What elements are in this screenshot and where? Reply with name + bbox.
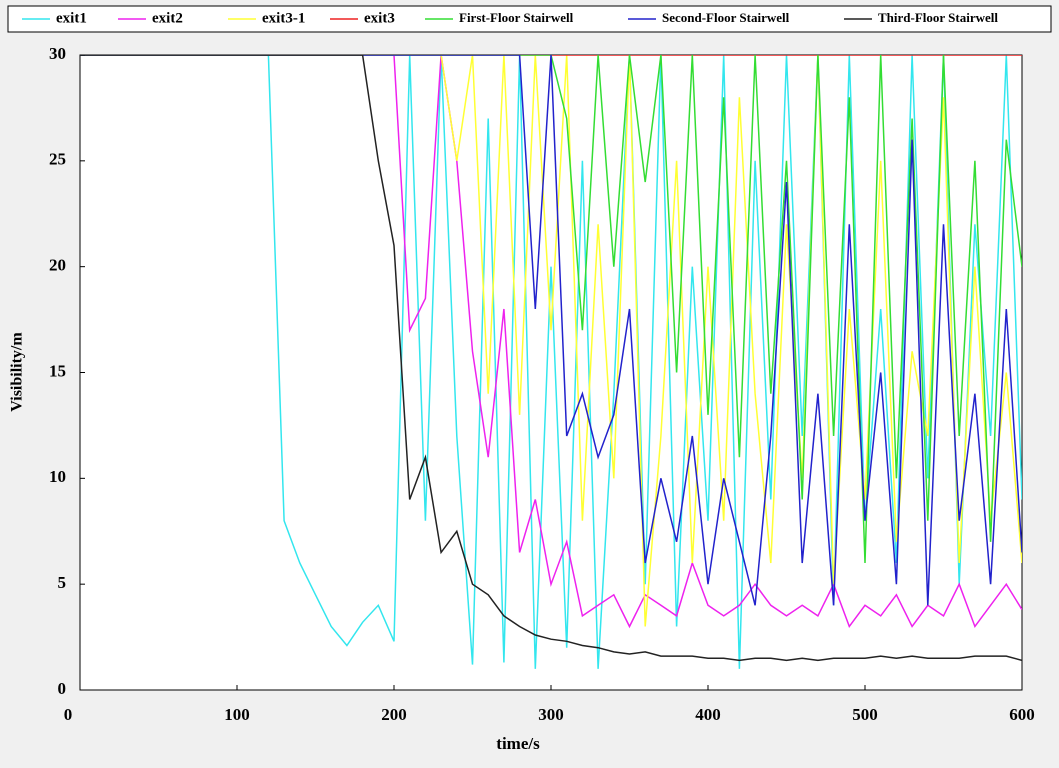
x-tick-label: 100 (224, 705, 250, 724)
y-tick-label: 20 (49, 256, 66, 275)
legend-label: exit3 (364, 10, 395, 26)
x-tick-label: 400 (695, 705, 721, 724)
y-tick-label: 15 (49, 361, 66, 380)
legend-label: exit2 (152, 10, 183, 26)
y-tick-label: 25 (49, 150, 66, 169)
y-tick-label: 0 (58, 679, 67, 698)
series-line (80, 55, 1022, 662)
legend-label: Third-Floor Stairwell (878, 10, 998, 25)
legend-label: exit1 (56, 10, 87, 26)
x-tick-label: 200 (381, 705, 407, 724)
legend-label: exit3-1 (262, 10, 305, 26)
legend-box (7, 5, 1052, 33)
x-tick-label: 300 (538, 705, 564, 724)
x-tick-label: 500 (852, 705, 878, 724)
y-axis-label: Visibility/m (9, 332, 26, 412)
series-line (80, 55, 1022, 629)
series-line (80, 55, 1022, 564)
legend-label: First-Floor Stairwell (459, 10, 574, 25)
y-tick-label: 5 (58, 573, 67, 592)
y-tick-label: 10 (49, 467, 66, 486)
series-line (80, 55, 1022, 606)
x-axis-label: time/s (496, 734, 540, 753)
lines (80, 55, 1022, 669)
x-tick-label: 600 (1009, 705, 1035, 724)
series-line (80, 55, 1022, 627)
y-tick-label: 30 (49, 44, 66, 63)
legend-label: Second-Floor Stairwell (662, 10, 790, 25)
x-tick-label: 0 (64, 705, 73, 724)
